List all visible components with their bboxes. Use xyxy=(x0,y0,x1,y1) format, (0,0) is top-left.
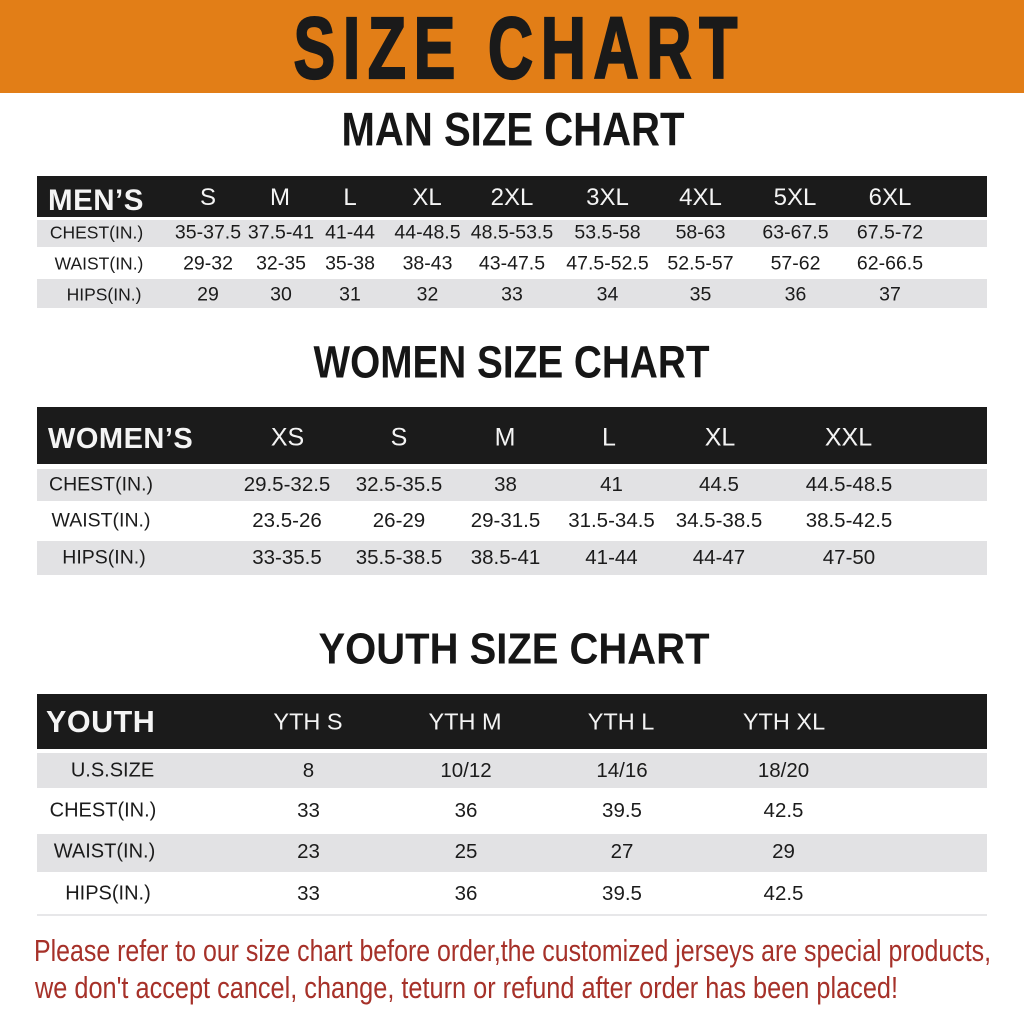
svg-text:WOMEN SIZE CHART: WOMEN SIZE CHART xyxy=(314,336,710,387)
svg-text:MAN SIZE CHART: MAN SIZE CHART xyxy=(342,103,685,156)
svg-text:YOUTH SIZE CHART: YOUTH SIZE CHART xyxy=(319,624,710,673)
svg-text:we don't accept cancel, change: we don't accept cancel, change, teturn o… xyxy=(34,970,898,1005)
svg-text:Please refer to our size chart: Please refer to our size chart before or… xyxy=(34,933,991,968)
svg-text:SIZE CHART: SIZE CHART xyxy=(294,0,745,98)
